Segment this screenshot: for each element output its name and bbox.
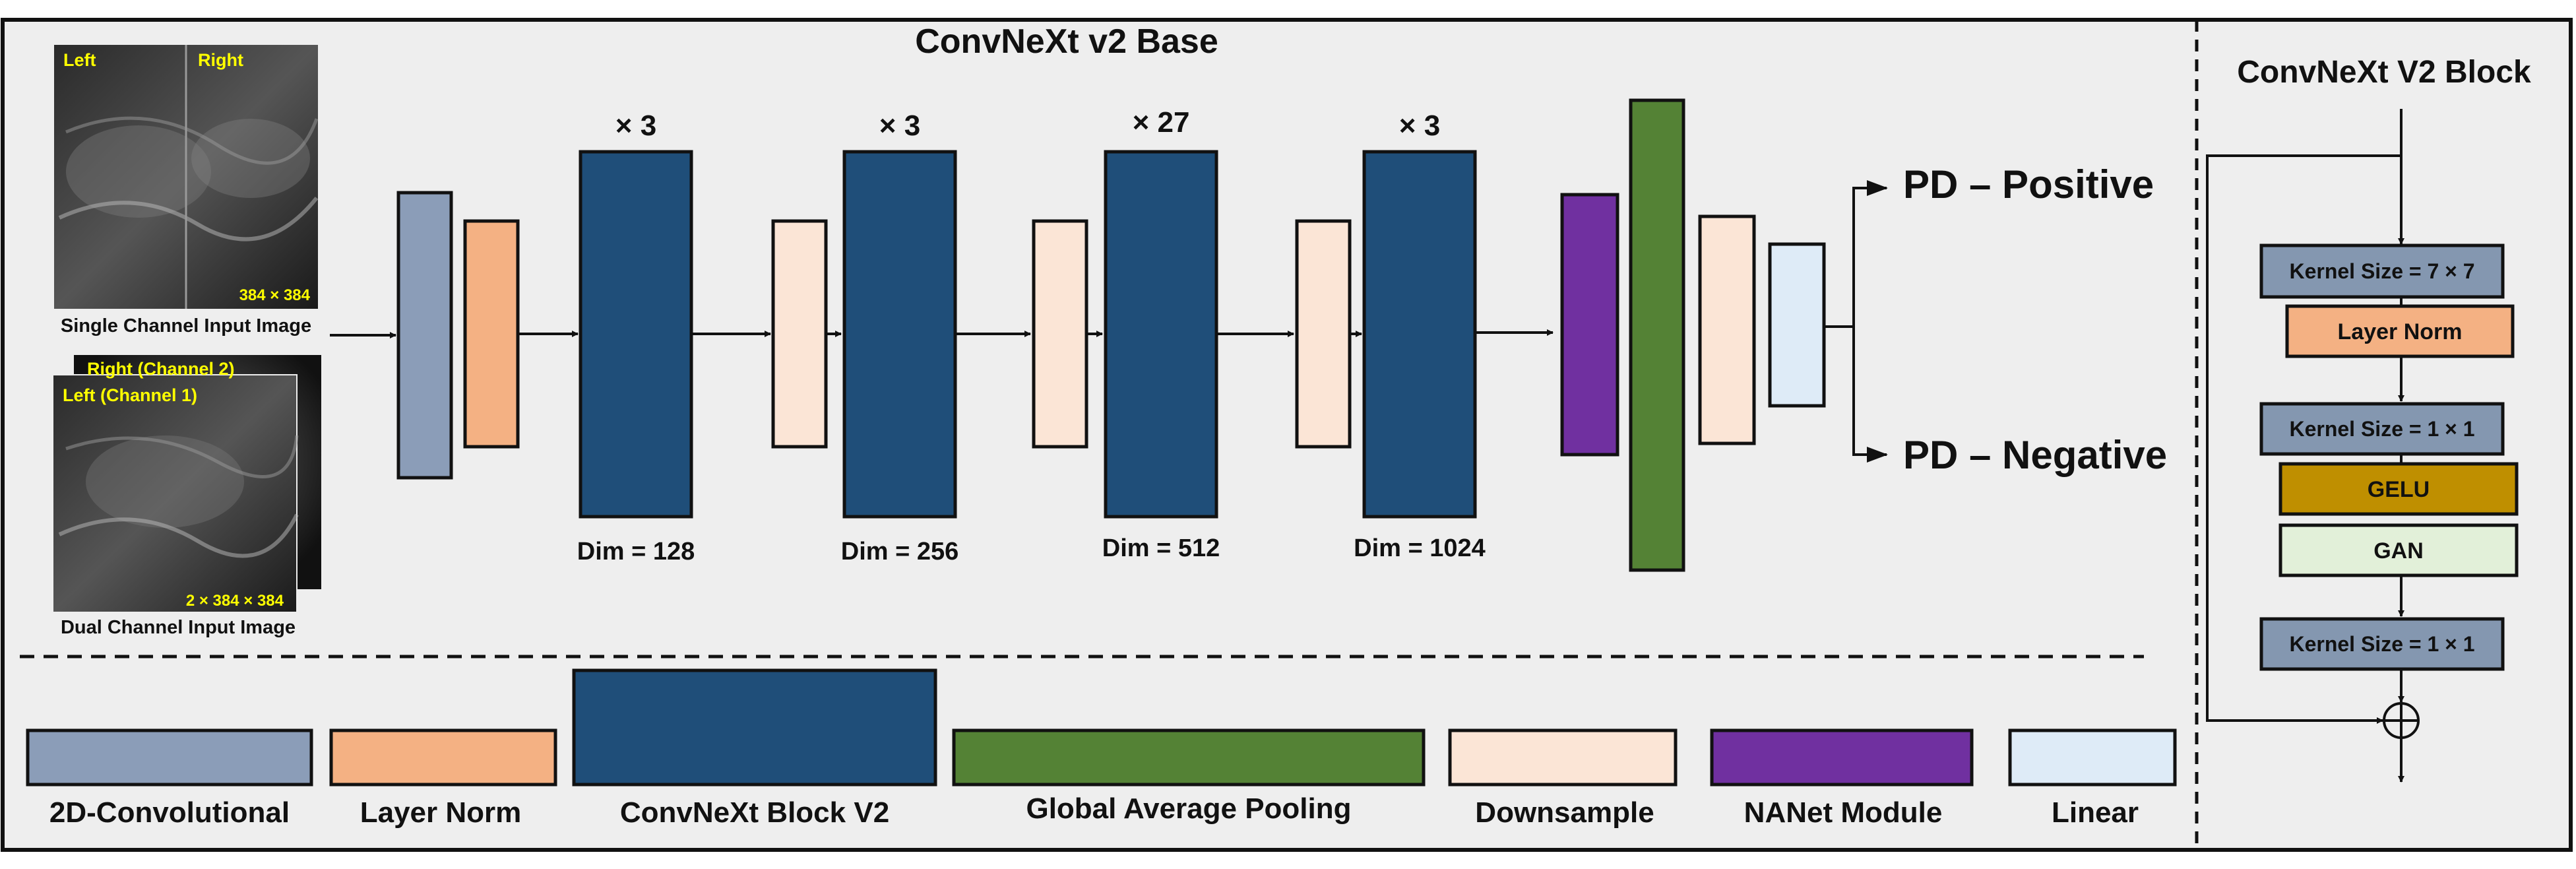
- stage-1-dim: Dim = 128: [577, 538, 695, 565]
- block-gelu: [2278, 462, 2519, 516]
- single-size: 384 × 384: [239, 286, 311, 304]
- legend-swatch-downsample: [1448, 728, 1678, 787]
- global-average-pooling: [1629, 98, 1685, 572]
- block-gan-label: GAN: [2373, 538, 2424, 563]
- stage-2-dim: Dim = 256: [841, 538, 959, 565]
- circled-plus-icon: [2383, 702, 2420, 739]
- pipeline: PD – Positive PD – Negative: [396, 98, 2167, 572]
- block-kernel-7x7: [2259, 243, 2505, 299]
- legend-swatch-conv2d: [26, 728, 313, 787]
- single-channel-input: Left Right 384 × 384 Single Channel Inpu…: [54, 45, 319, 337]
- downsample-2: [1032, 219, 1088, 449]
- stage-3-repeat: × 27: [1133, 106, 1190, 139]
- block-gan: [2278, 523, 2519, 577]
- head-downsample: [1698, 214, 1756, 445]
- block-layer-norm: [2285, 304, 2515, 358]
- legend-swatch-linear: [2008, 728, 2177, 787]
- conv2d-layer: [396, 191, 453, 480]
- stage-labels: × 3 Dim = 128 × 3 Dim = 256 × 27 Dim = 5…: [577, 106, 1486, 565]
- dual-channel-input: Right (Channel 2) Left (Channel 1) 2 × 3…: [52, 355, 321, 638]
- residual-connection: [2206, 154, 2401, 724]
- legend-label-conv2d: 2D-Convolutional: [49, 796, 290, 829]
- stage-4-block: [1362, 150, 1477, 519]
- legend-swatch-layer-norm: [329, 728, 557, 787]
- convnext-v2-block-detail: ConvNeXt V2 Block Kernel Size = 7 × 7 La…: [2206, 55, 2531, 783]
- block-gelu-label: GELU: [2368, 477, 2430, 502]
- output-positive: PD – Positive: [1903, 162, 2154, 207]
- block-title: ConvNeXt V2 Block: [2237, 55, 2531, 90]
- linear-layer: [1768, 242, 1826, 408]
- stem-layer-norm: [463, 219, 520, 449]
- dual-label-right: Right (Channel 2): [87, 359, 235, 379]
- block-kernel-1x1-b: [2259, 617, 2505, 671]
- legend: 2D-Convolutional Layer Norm ConvNeXt Blo…: [26, 668, 2177, 829]
- legend-label-convnext-block: ConvNeXt Block V2: [620, 796, 889, 829]
- dual-size: 2 × 384 × 384: [186, 592, 284, 610]
- legend-label-gap: Global Average Pooling: [1026, 792, 1351, 825]
- stage-4-dim: Dim = 1024: [1354, 534, 1486, 562]
- stage-2-block: [842, 150, 957, 519]
- stage-1-repeat: × 3: [615, 110, 656, 142]
- block-kernel-1x1-a-label: Kernel Size = 1 × 1: [2289, 417, 2474, 441]
- legend-swatch-convnext-block: [572, 668, 937, 787]
- stage-1-block: [579, 150, 693, 519]
- downsample-1: [771, 219, 828, 449]
- dual-caption: Dual Channel Input Image: [61, 617, 296, 638]
- stage-3-block: [1104, 150, 1218, 519]
- stage-4-repeat: × 3: [1399, 110, 1440, 142]
- block-layer-norm-label: Layer Norm: [2338, 319, 2463, 344]
- block-kernel-7x7-label: Kernel Size = 7 × 7: [2289, 259, 2474, 283]
- legend-swatch-gap: [952, 728, 1426, 787]
- single-caption: Single Channel Input Image: [61, 315, 311, 337]
- diagram-title: ConvNeXt v2 Base: [915, 22, 1218, 61]
- single-label-left: Left: [63, 50, 96, 70]
- nanet-module: [1560, 193, 1619, 457]
- downsample-3: [1295, 219, 1352, 449]
- dual-channel-front-image: [52, 374, 298, 613]
- main-panel: [1, 18, 2573, 852]
- output-negative: PD – Negative: [1903, 433, 2167, 477]
- legend-swatch-nanet: [1710, 728, 1974, 787]
- single-label-right: Right: [198, 50, 243, 70]
- legend-label-nanet: NANet Module: [1744, 796, 1943, 829]
- stage-2-repeat: × 3: [879, 110, 920, 142]
- block-kernel-1x1-b-label: Kernel Size = 1 × 1: [2289, 632, 2474, 656]
- stage-3-dim: Dim = 512: [1102, 534, 1220, 562]
- legend-label-linear: Linear: [2052, 796, 2139, 829]
- legend-label-downsample: Downsample: [1475, 796, 1654, 829]
- block-kernel-1x1-a: [2259, 402, 2505, 456]
- dual-label-left: Left (Channel 1): [63, 385, 197, 405]
- legend-label-layer-norm: Layer Norm: [360, 796, 522, 829]
